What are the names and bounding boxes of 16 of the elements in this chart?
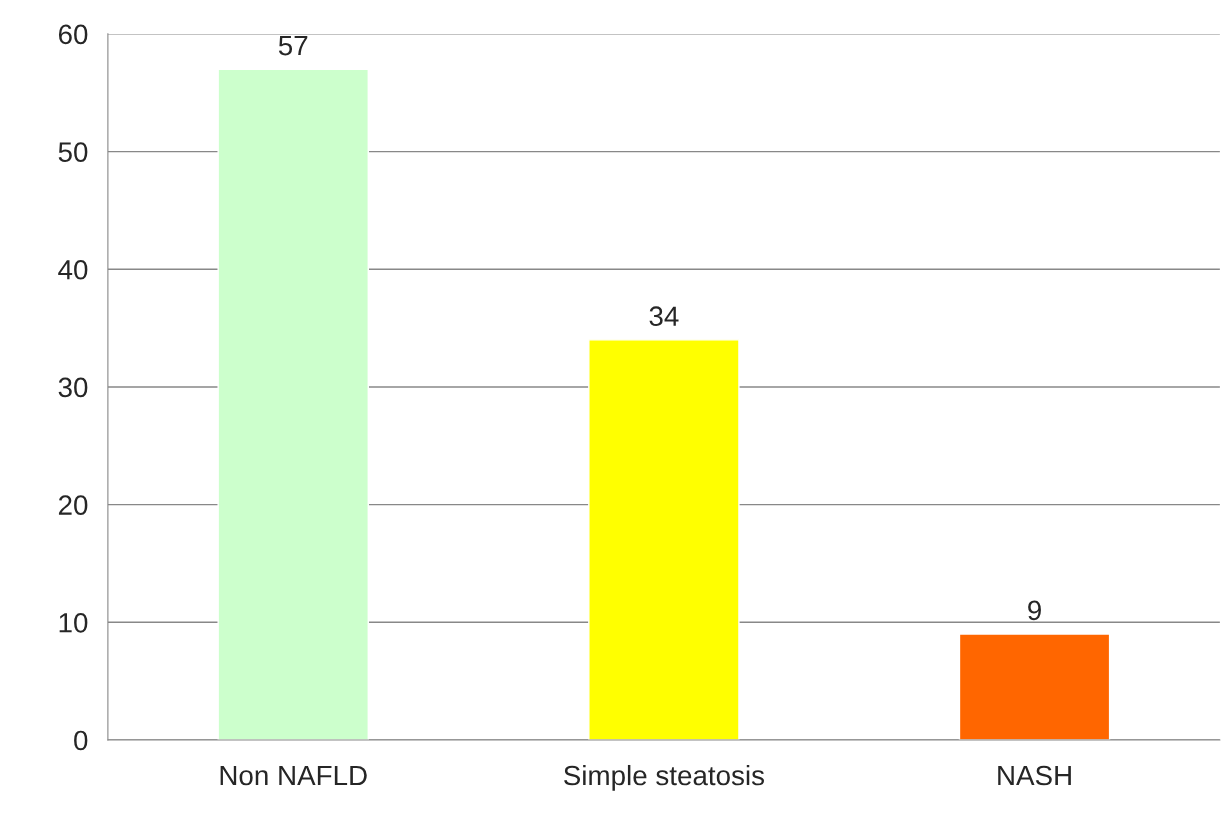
y-tick-label: 0: [74, 730, 88, 751]
y-tick-label: 40: [58, 259, 88, 280]
bar: [217, 68, 369, 740]
y-tick-label: 20: [58, 495, 88, 515]
bar: [588, 339, 740, 740]
data-label: 57: [278, 36, 308, 56]
data-label: 34: [649, 306, 679, 327]
y-tick-label: 60: [58, 24, 88, 45]
y-tick-label: 30: [58, 377, 88, 398]
y-tick-label: 50: [58, 142, 88, 162]
x-tick-label: Simple steatosis: [564, 764, 764, 791]
data-label: 9: [1028, 600, 1041, 621]
y-tick-label: 10: [59, 612, 88, 633]
x-tick-label: NASH: [998, 765, 1071, 786]
x-tick-label: Non NAFLD: [220, 765, 367, 786]
bar: [958, 633, 1111, 740]
